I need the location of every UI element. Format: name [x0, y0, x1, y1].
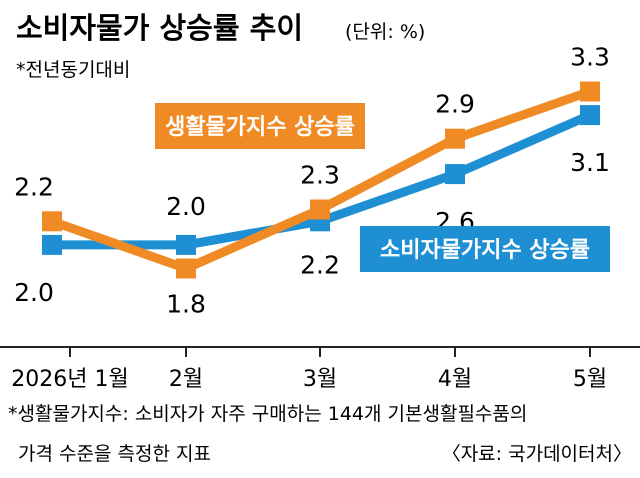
series-0-label-3: 2.9 — [435, 90, 475, 119]
series-1-label-2: 2.2 — [300, 250, 340, 279]
series-0-label-2: 2.3 — [300, 161, 340, 190]
legend-orange-label: 생활물가지수 상승률 — [165, 115, 355, 140]
x-tick-label-2: 3월 — [303, 367, 337, 392]
chart-unit: (단위: %) — [345, 21, 425, 43]
legend-blue-box — [360, 226, 610, 272]
series-1-marker-4 — [580, 105, 600, 126]
series-0-label-1: 1.8 — [166, 290, 206, 319]
series-1-marker-1 — [176, 234, 196, 255]
chart-subtitle: *전년동기대비 — [16, 59, 130, 81]
x-tick-label-0: 2026년 1월 — [11, 367, 128, 392]
series-0-marker-4 — [580, 81, 600, 102]
footnote-line1: *생활물가지수: 소비자가 자주 구매하는 144개 기본생활필수품의 — [8, 403, 527, 425]
series-0-label-0: 2.2 — [14, 172, 54, 201]
legend-orange: 생활물가지수 상승률 — [155, 103, 365, 149]
series-1-label-0: 2.0 — [14, 278, 54, 307]
series-1-label-4: 3.1 — [570, 148, 610, 177]
x-tick-label-1: 2월 — [169, 367, 203, 392]
plot-area: 2.21.82.32.93.32.02.02.22.63.1 — [14, 43, 610, 319]
x-axis-ticks: 2026년 1월 2월 3월 4월 5월 — [11, 347, 607, 392]
series-0-label-4: 3.3 — [570, 43, 610, 72]
series-1-marker-3 — [445, 164, 465, 185]
series-0-marker-1 — [176, 258, 196, 279]
legend-orange-box — [155, 103, 365, 149]
legend-blue-label: 소비자물가지수 상승률 — [380, 238, 590, 263]
series-0-marker-2 — [310, 199, 330, 220]
footnote-line2: 가격 수준을 측정한 지표 — [18, 443, 211, 465]
series-0-marker-3 — [445, 128, 465, 149]
series-0-marker-0 — [42, 211, 62, 232]
footnote-source: 〈자료: 국가데이터처〉 — [442, 443, 632, 465]
x-tick-label-4: 5월 — [573, 367, 607, 392]
chart-title: 소비자물가 상승률 추이 — [16, 11, 303, 45]
series-1-label-1: 2.0 — [166, 192, 206, 221]
x-tick-label-3: 4월 — [438, 367, 472, 392]
legend-blue: 소비자물가지수 상승률 — [360, 226, 610, 272]
series-1-marker-0 — [42, 234, 62, 255]
